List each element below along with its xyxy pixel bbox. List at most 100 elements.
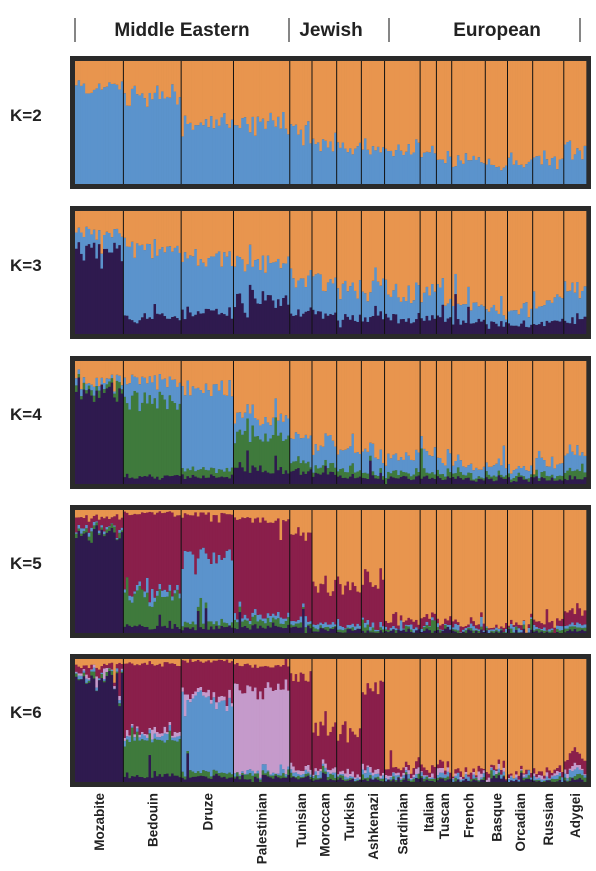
ancestry-segment-dark_purple <box>100 384 104 484</box>
ancestry-segment-blue <box>417 285 421 313</box>
ancestry-segment-blue <box>515 468 518 477</box>
ancestry-segment-orange <box>500 510 503 627</box>
ancestry-segment-blue <box>80 528 83 534</box>
ancestry-segment-maroon <box>215 660 219 703</box>
ancestry-segment-green <box>236 772 239 777</box>
ancestry-segment-dark_purple <box>462 320 465 334</box>
ancestry-segment-blue <box>297 434 300 457</box>
ancestry-segment-dark_purple <box>404 476 408 484</box>
ancestry-segment-orange <box>95 510 99 515</box>
ancestry-segment-blue <box>425 621 429 626</box>
ancestry-segment-maroon <box>469 617 473 624</box>
ancestry-segment-orange <box>87 361 91 384</box>
ancestry-segment-blue <box>199 259 203 314</box>
ancestry-segment-blue <box>158 737 162 740</box>
ancestry-segment-orange <box>326 361 330 436</box>
ancestry-segment-dark_purple <box>558 479 562 484</box>
ancestry-segment-dark_purple <box>341 780 345 782</box>
ancestry-segment-lilac <box>397 772 401 775</box>
ancestry-segment-green <box>236 431 239 468</box>
ancestry-segment-blue <box>118 700 122 704</box>
ancestry-segment-dark_purple <box>128 478 132 484</box>
ancestry-segment-maroon <box>309 671 313 770</box>
ancestry-segment-dark_purple <box>535 476 539 484</box>
ancestry-segment-blue <box>294 287 298 316</box>
ancestry-segment-orange <box>389 211 393 297</box>
ancestry-segment-maroon <box>289 673 293 763</box>
ancestry-segment-orange <box>456 659 460 769</box>
ancestry-segment-dark_purple <box>543 326 546 334</box>
ancestry-segment-dark_purple <box>77 242 81 334</box>
ancestry-segment-orange <box>456 211 460 304</box>
ancestry-segment-maroon <box>304 540 308 617</box>
ancestry-segment-blue <box>92 521 96 526</box>
ancestry-segment-orange <box>530 61 534 160</box>
ancestry-segment-green <box>294 777 298 779</box>
ancestry-segment-blue <box>545 300 549 321</box>
ancestry-segment-orange <box>331 61 335 152</box>
ancestry-segment-blue <box>532 291 536 325</box>
ancestry-segment-orange <box>462 61 465 164</box>
panels: K=2K=3K=4K=5K=6 <box>10 56 591 787</box>
ancestry-segment-maroon <box>454 769 458 774</box>
ancestry-segment-dark_purple <box>425 628 429 633</box>
ancestry-segment-blue <box>487 311 491 329</box>
ancestry-segment-dark_purple <box>436 476 440 484</box>
ancestry-segment-dark_purple <box>505 322 508 334</box>
ancestry-segment-orange <box>204 510 208 515</box>
ancestry-segment-maroon <box>433 613 437 621</box>
ancestry-segment-blue <box>143 98 147 184</box>
ancestry-segment-blue <box>545 466 549 476</box>
ancestry-segment-maroon <box>97 669 101 679</box>
ancestry-segment-orange <box>510 61 513 153</box>
ancestry-segment-orange <box>199 510 203 513</box>
ancestry-segment-blue <box>324 433 328 460</box>
ancestry-segment-lilac <box>264 687 268 765</box>
ancestry-segment-orange <box>108 61 112 83</box>
ancestry-segment-blue <box>209 396 213 468</box>
ancestry-segment-orange <box>356 659 360 738</box>
ancestry-segment-dark_purple <box>261 291 265 334</box>
ancestry-segment-lilac <box>276 683 280 774</box>
ancestry-segment-blue <box>183 716 187 777</box>
ancestry-segment-blue <box>186 551 190 623</box>
ancestry-segment-orange <box>336 510 340 577</box>
ancestry-segment-orange <box>568 211 572 291</box>
ancestry-segment-green <box>392 776 396 780</box>
ancestry-segment-blue <box>412 628 416 633</box>
ancestry-segment-lilac <box>233 683 237 774</box>
ancestry-segment-lilac <box>196 688 200 692</box>
ancestry-segment-blue <box>130 241 134 321</box>
ancestry-segment-orange <box>387 510 390 624</box>
ancestry-segment-blue <box>321 290 325 319</box>
ancestry-segment-maroon <box>505 622 508 629</box>
ancestry-segment-maroon <box>339 584 342 626</box>
ancestry-segment-blue <box>425 451 429 473</box>
ancestry-segment-maroon <box>576 603 579 623</box>
ancestry-segment-blue <box>530 777 534 780</box>
ancestry-segment-maroon <box>487 628 491 630</box>
ancestry-segment-orange <box>145 361 149 384</box>
ancestry-segment-orange <box>428 510 432 619</box>
ancestry-segment-dark_purple <box>492 321 496 334</box>
ancestry-segment-lilac <box>299 770 303 775</box>
ancestry-segment-green <box>326 468 330 475</box>
ancestry-segment-dark_purple <box>125 473 129 484</box>
ancestry-segment-green <box>510 479 513 483</box>
ancestry-segment-maroon <box>324 711 328 764</box>
ancestry-segment-blue <box>515 310 518 326</box>
ancestry-segment-blue <box>346 291 350 317</box>
ancestry-segment-orange <box>571 659 575 751</box>
ancestry-segment-maroon <box>402 622 406 629</box>
ancestry-segment-blue <box>87 93 91 184</box>
ancestry-segment-orange <box>430 211 435 285</box>
ancestry-segment-green <box>220 618 224 626</box>
ancestry-segment-dark_purple <box>314 779 318 782</box>
ancestry-segment-blue <box>482 163 486 184</box>
ancestry-segment-dark_purple <box>537 781 541 782</box>
ancestry-segment-green <box>573 470 577 477</box>
ancestry-segment-green <box>75 533 78 539</box>
ancestry-segment-dark_purple <box>369 632 373 633</box>
ancestry-segment-orange <box>571 61 575 160</box>
ancestry-segment-blue <box>103 531 106 535</box>
